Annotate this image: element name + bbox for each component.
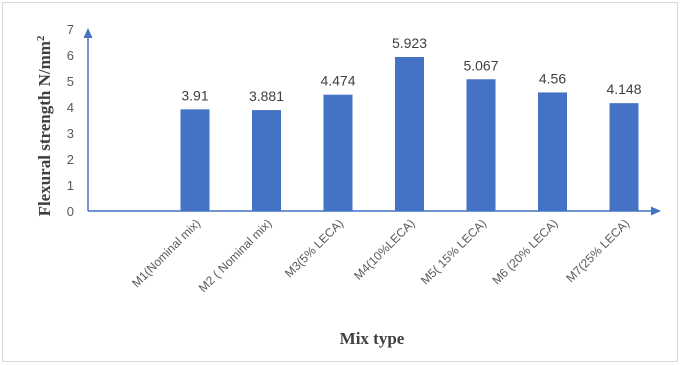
- category-label: M5( 15% LECA): [418, 216, 489, 287]
- y-tick-label: 3: [67, 126, 74, 141]
- data-label: 3.91: [181, 87, 208, 103]
- y-axis-arrow: [83, 28, 93, 38]
- bar: [609, 103, 639, 211]
- x-axis-title: Mix type: [340, 329, 405, 348]
- y-tick-label: 4: [67, 100, 74, 115]
- category-label: M2 ( Nominal mix): [196, 216, 275, 295]
- y-tick-label: 7: [67, 22, 74, 37]
- data-label: 4.148: [606, 81, 641, 97]
- data-label: 5.923: [392, 35, 427, 51]
- y-tick-labels: 0 1 2 3 4 5 6 7: [67, 22, 74, 219]
- y-axis-title: Flexural strength N/mm2: [35, 35, 54, 216]
- category-label: M4(10%LECA): [351, 216, 417, 282]
- bar: [395, 57, 424, 211]
- chart-axes: [83, 28, 661, 216]
- y-tick-label: 6: [67, 48, 74, 63]
- data-label: 4.56: [539, 70, 566, 86]
- category-label: M6 (20% LECA): [489, 216, 560, 287]
- bar: [466, 79, 496, 212]
- y-tick-label: 2: [67, 152, 74, 167]
- x-axis-arrow: [651, 206, 661, 216]
- data-label: 5.067: [463, 57, 498, 73]
- y-tick-label: 5: [67, 74, 74, 89]
- bar: [538, 92, 567, 211]
- bar: [323, 94, 353, 211]
- bar: [252, 110, 281, 211]
- y-tick-label: 0: [67, 204, 74, 219]
- category-labels: M1(Nominal mix)M2 ( Nominal mix) M3(5% LE…: [129, 216, 632, 295]
- y-tick-label: 1: [67, 178, 74, 193]
- bars: [180, 57, 639, 212]
- category-label: M7(25% LECA): [563, 216, 632, 285]
- data-label: 4.474: [320, 73, 355, 89]
- bar: [180, 109, 210, 211]
- data-labels: 3.91 3.881 4.474 5.923 5.067 4.56 4.148: [181, 35, 641, 104]
- data-label: 3.881: [249, 88, 284, 104]
- category-label: M3(5% LECA): [282, 216, 346, 280]
- category-label: M1(Nominal mix): [129, 216, 203, 290]
